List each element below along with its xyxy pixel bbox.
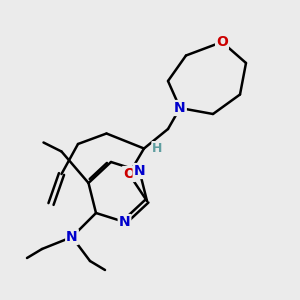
Text: N: N: [174, 101, 186, 115]
Text: N: N: [134, 164, 145, 178]
Text: O: O: [216, 35, 228, 49]
Text: H: H: [152, 142, 163, 155]
Text: N: N: [66, 230, 78, 244]
Text: O: O: [123, 167, 135, 181]
Text: N: N: [119, 215, 130, 229]
